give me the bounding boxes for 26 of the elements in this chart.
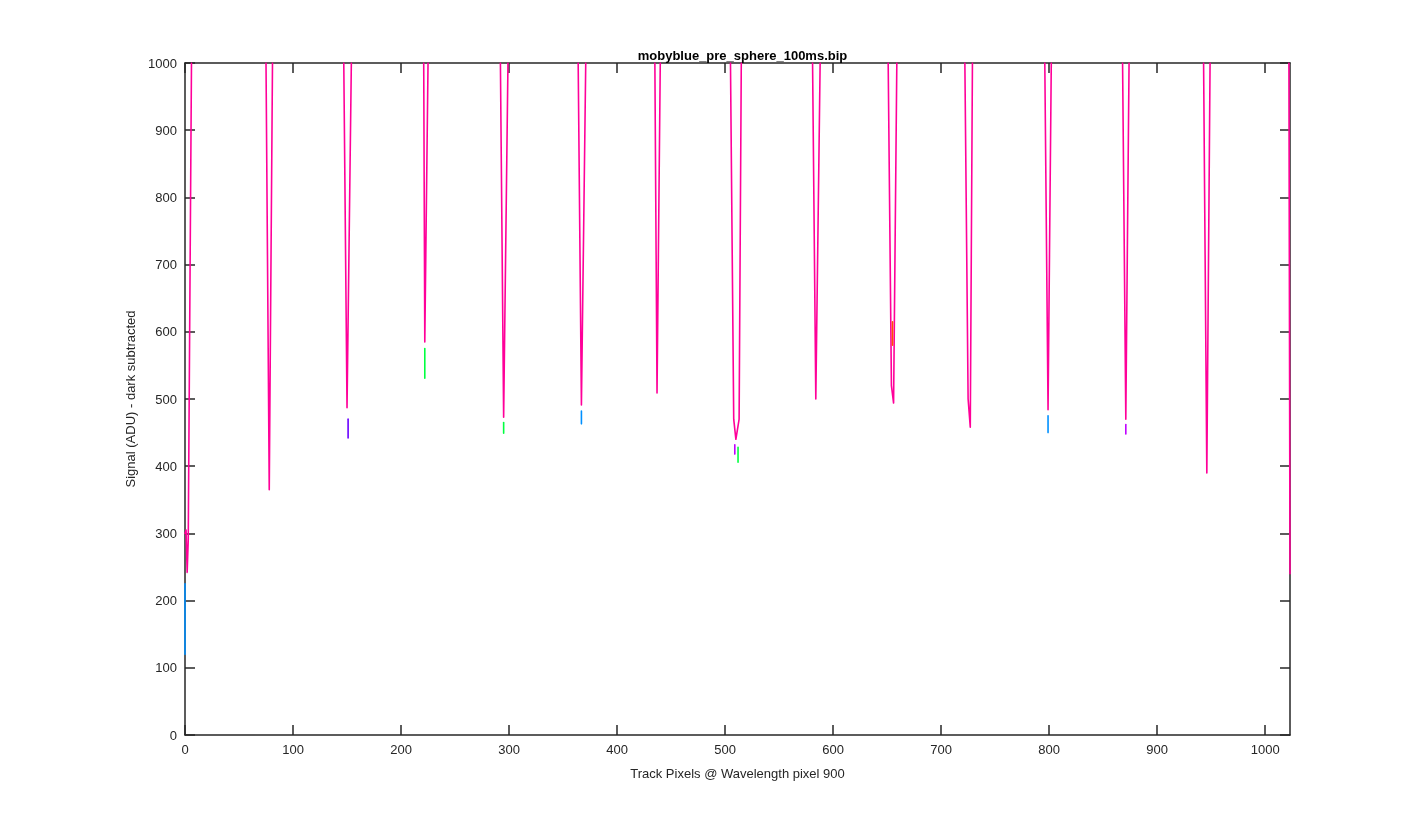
line-series <box>184 62 193 574</box>
x-tick-label: 100 <box>282 742 304 757</box>
y-tick-label: 0 <box>169 727 177 743</box>
chart-title: mobyblue_pre_sphere_100ms.bip <box>637 48 848 63</box>
x-tick-label: 200 <box>390 742 412 757</box>
x-tick-label: 300 <box>498 742 520 757</box>
x-tick-label: 600 <box>822 742 844 757</box>
x-axis-title: Track Pixels @ Wavelength pixel 900 <box>630 766 845 781</box>
y-tick-label: 700 <box>155 257 177 273</box>
x-tick-label: 0 <box>181 742 189 757</box>
x-tick-label: 400 <box>606 742 628 757</box>
y-tick-label: 600 <box>155 324 177 340</box>
x-tick-label: 700 <box>930 742 952 757</box>
y-tick-label: 300 <box>155 525 177 541</box>
y-axis-title: Signal (ADU) - dark subtracted <box>123 310 139 488</box>
x-tick-label: 800 <box>1038 742 1060 757</box>
y-tick-label: 400 <box>155 458 177 474</box>
y-tick-label: 1000 <box>148 55 177 71</box>
y-tick-label: 900 <box>155 122 177 138</box>
y-tick-label: 800 <box>155 189 177 205</box>
x-tick-label: 500 <box>714 742 736 757</box>
x-tick-label: 900 <box>1146 742 1168 757</box>
x-tick-label: 1000 <box>1250 742 1280 757</box>
y-tick-label: 200 <box>155 593 177 609</box>
y-tick-label: 100 <box>155 660 177 676</box>
y-tick-label: 500 <box>155 391 177 407</box>
